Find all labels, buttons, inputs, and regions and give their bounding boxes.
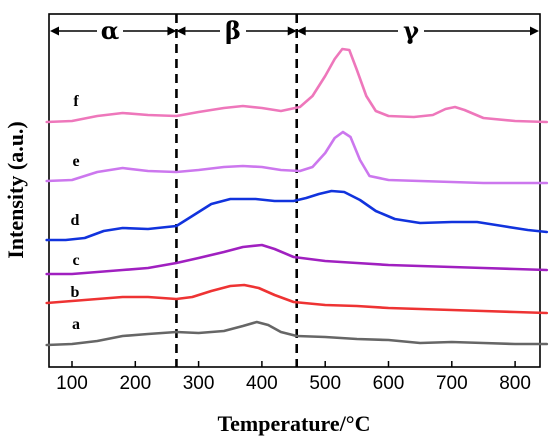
- series-label-e: e: [72, 153, 79, 170]
- series-line-b: [45, 283, 549, 315]
- plot-area-frame: [48, 13, 541, 368]
- x-tick-label-700: 700: [436, 373, 468, 394]
- region-label-bg-3: [398, 17, 424, 43]
- y-axis-title: Intensity (a.u.): [3, 121, 28, 259]
- region-label-bg-2: [220, 17, 246, 43]
- series-label-d: d: [71, 212, 80, 229]
- x-tick-label-200: 200: [119, 373, 151, 394]
- series-line-a: [45, 320, 549, 347]
- series-label-b: b: [71, 284, 80, 301]
- region-label-2: β: [225, 16, 241, 45]
- x-axis-title: Temperature/°C: [217, 411, 370, 436]
- series-line-c: [45, 243, 549, 276]
- region-label-3: γ: [403, 16, 419, 45]
- region-label-1: α: [101, 16, 119, 45]
- series-line-e: [45, 130, 549, 185]
- region-label-bg-1: [97, 17, 123, 43]
- series-label-a: a: [72, 316, 80, 333]
- series-line-d: [45, 189, 549, 242]
- x-tick-label-800: 800: [499, 373, 531, 394]
- x-tick-label-300: 300: [183, 373, 215, 394]
- x-tick-label-100: 100: [56, 373, 88, 394]
- series-label-c: c: [72, 252, 79, 269]
- x-tick-label-600: 600: [373, 373, 405, 394]
- series-label-f: f: [73, 93, 79, 110]
- x-tick-label-400: 400: [246, 373, 278, 394]
- x-tick-label-500: 500: [309, 373, 341, 394]
- series-line-f: [45, 47, 549, 124]
